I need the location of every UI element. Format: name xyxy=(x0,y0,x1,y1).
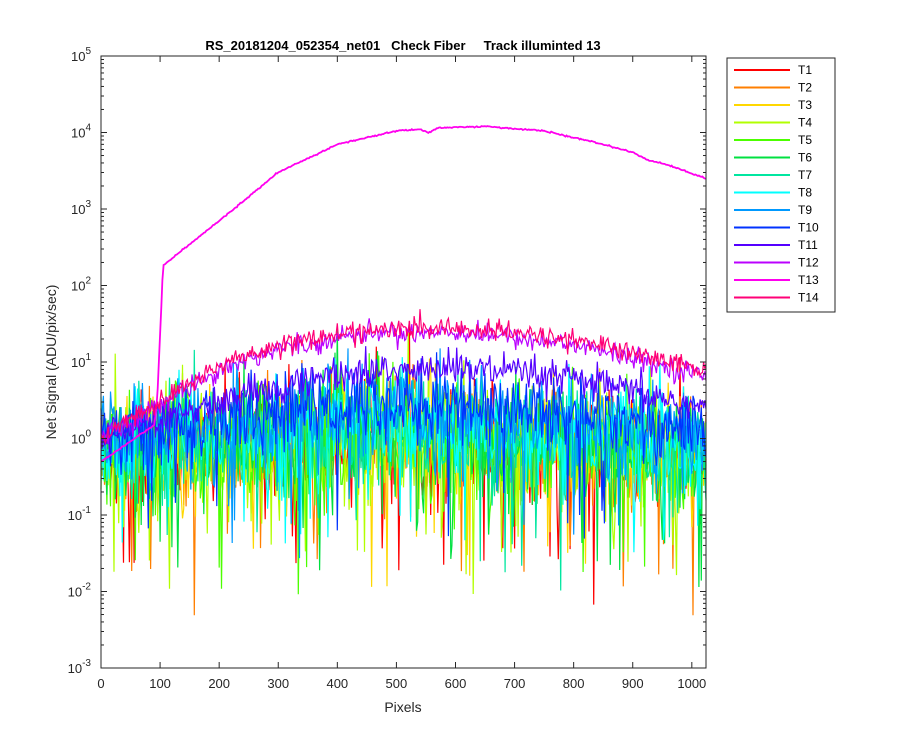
y-tick-label: 100 xyxy=(71,429,91,447)
x-tick-label: 900 xyxy=(622,676,644,691)
legend-label-T10: T10 xyxy=(798,221,819,235)
legend-label-T8: T8 xyxy=(798,186,812,200)
legend-label-T4: T4 xyxy=(798,116,812,130)
legend-label-T11: T11 xyxy=(798,238,818,252)
legend-items: T1 T2 T3 T4 T5 T6 T7 T8 T9 T10 T11 T12 T13 T14 xyxy=(734,63,819,305)
x-axis: 0 100 200 300 400 500 600 700 800 900 1000 xyxy=(97,56,706,691)
y-tick-label: 103 xyxy=(71,199,91,217)
legend-label-T6: T6 xyxy=(798,151,812,165)
y-tick-label: 104 xyxy=(71,123,91,141)
x-tick-label: 500 xyxy=(386,676,408,691)
y-tick-label: 10-3 xyxy=(68,658,92,676)
x-tick-label: 300 xyxy=(267,676,289,691)
x-tick-label: 100 xyxy=(149,676,171,691)
x-axis-label: Pixels xyxy=(384,699,421,715)
x-tick-label: 800 xyxy=(563,676,585,691)
legend-label-T13: T13 xyxy=(798,273,819,287)
series-line-T10 xyxy=(100,352,707,539)
y-tick-label: 105 xyxy=(71,46,91,64)
legend-label-T2: T2 xyxy=(798,81,812,95)
x-tick-label: 1000 xyxy=(677,676,706,691)
x-tick-label: 400 xyxy=(326,676,348,691)
legend-label-T3: T3 xyxy=(798,98,812,112)
chart-title: RS_20181204_052354_net01 Check Fiber Tra… xyxy=(205,38,600,53)
legend-label-T12: T12 xyxy=(798,256,819,270)
y-tick-label: 10-1 xyxy=(68,505,92,523)
legend-label-T7: T7 xyxy=(798,168,812,182)
series-line-T14 xyxy=(100,309,707,446)
legend: T1 T2 T3 T4 T5 T6 T7 T8 T9 T10 T11 T12 T13 T14 xyxy=(726,57,836,313)
y-tick-label: 101 xyxy=(71,352,91,370)
x-tick-label: 700 xyxy=(504,676,526,691)
legend-label-T1: T1 xyxy=(798,63,812,77)
x-tick-label: 600 xyxy=(445,676,467,691)
legend-label-T14: T14 xyxy=(798,291,819,305)
series-layer xyxy=(100,125,707,616)
legend-box xyxy=(726,57,836,313)
plot-area xyxy=(101,56,706,668)
series-line-T13 xyxy=(100,125,707,463)
series-line-T12 xyxy=(100,318,707,444)
series-line-T11 xyxy=(100,346,707,453)
x-tick-label: 0 xyxy=(97,676,104,691)
y-tick-label: 102 xyxy=(71,276,91,294)
y-tick-label: 10-2 xyxy=(68,582,92,600)
y-axis-label: Net Signal (ADU/pix/sec) xyxy=(43,285,59,440)
legend-label-T5: T5 xyxy=(798,133,812,147)
legend-label-T9: T9 xyxy=(798,203,812,217)
x-tick-label: 200 xyxy=(208,676,230,691)
y-axis: 10-3 10-2 10-1 100 101 102 103 104 105 xyxy=(68,46,706,676)
